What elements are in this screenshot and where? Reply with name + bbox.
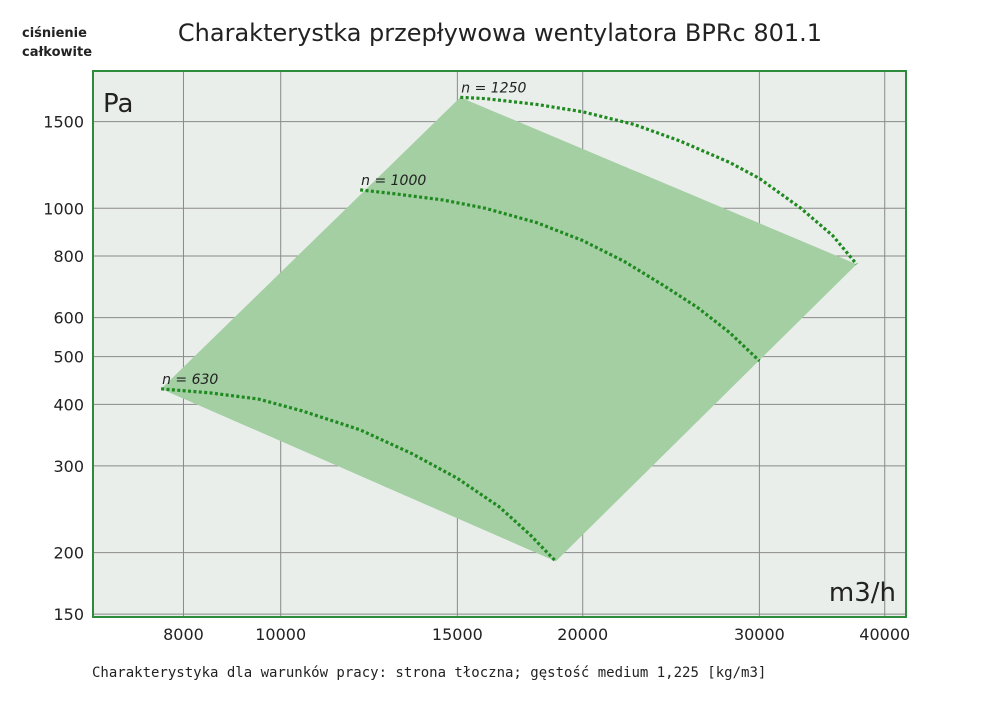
y-tick-300: 300 bbox=[53, 457, 84, 476]
x-tick-20000: 20000 bbox=[557, 625, 608, 644]
y-tick-200: 200 bbox=[53, 544, 84, 563]
x-tick-30000: 30000 bbox=[734, 625, 785, 644]
x-unit-label: m3/h bbox=[829, 578, 896, 608]
chart-title: Charakterystka przepływowa wentylatora B… bbox=[178, 19, 822, 47]
speed-curves: n = 630 n = 1000 n = 1250 bbox=[160, 80, 858, 563]
curve-series-1 bbox=[160, 387, 557, 563]
operating-region bbox=[161, 97, 857, 562]
x-tick-10000: 10000 bbox=[255, 625, 306, 644]
x-tick-15000: 15000 bbox=[432, 625, 483, 644]
y-tick-500: 500 bbox=[53, 348, 84, 367]
x-tick-40000: 40000 bbox=[859, 625, 910, 644]
y-tick-400: 400 bbox=[53, 395, 84, 414]
x-tick-8000: 8000 bbox=[163, 625, 204, 644]
curve-label-2: n = 1000 bbox=[361, 173, 426, 189]
plot-frame bbox=[92, 70, 907, 618]
curve-label-3: n = 1250 bbox=[461, 80, 526, 96]
y-unit-label: Pa bbox=[103, 89, 133, 119]
x-tick-labels: 8000 10000 15000 20000 30000 40000 bbox=[163, 625, 910, 644]
y-tick-600: 600 bbox=[53, 309, 84, 328]
curve-series-2 bbox=[359, 188, 761, 363]
curve-series-3 bbox=[460, 95, 858, 266]
y-tick-150: 150 bbox=[53, 605, 84, 624]
footnote: Charakterystyka dla warunków pracy: stro… bbox=[92, 665, 766, 681]
corner-label-line-2: całkowite bbox=[22, 45, 92, 60]
y-tick-labels: 150 200 300 400 500 600 800 1000 1500 bbox=[43, 113, 84, 625]
curve-label-1: n = 630 bbox=[162, 372, 218, 388]
y-tick-1000: 1000 bbox=[43, 199, 84, 218]
y-tick-1500: 1500 bbox=[43, 113, 84, 132]
y-tick-800: 800 bbox=[53, 247, 84, 266]
corner-label-line-1: ciśnienie bbox=[22, 26, 87, 41]
